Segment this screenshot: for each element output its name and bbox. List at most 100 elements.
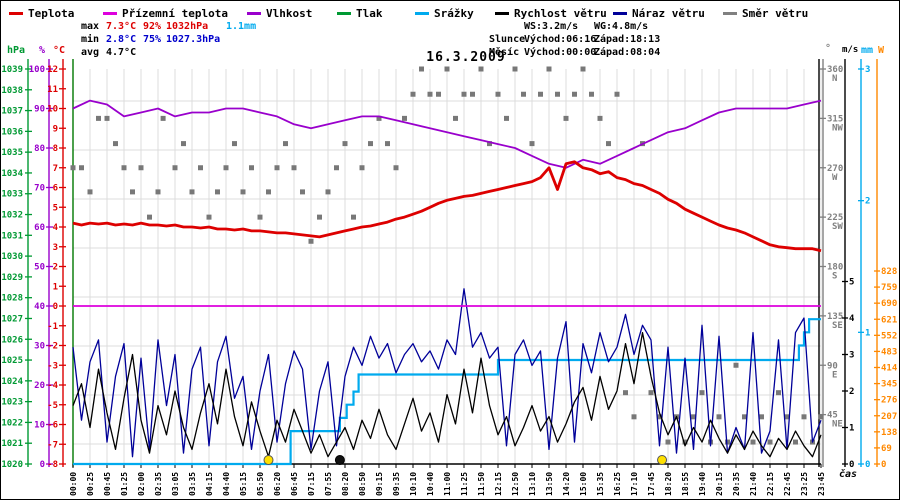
legend-label: Srážky (434, 7, 474, 20)
svg-text:40: 40 (34, 302, 45, 312)
svg-text:03:05: 03:05 (171, 472, 180, 496)
svg-text:SE: SE (832, 321, 843, 331)
svg-text:759: 759 (881, 283, 897, 293)
smer-swatch-icon (723, 12, 737, 15)
svg-text:-2: -2 (47, 342, 58, 352)
svg-text:08:20: 08:20 (341, 472, 350, 496)
svg-text:1: 1 (865, 328, 870, 338)
legend-label: Náraz větru (632, 7, 705, 20)
wind-speed-max: WS:3.2m/s (524, 21, 579, 32)
max-rain: 1.1mm (226, 21, 257, 32)
svg-text:18:55: 18:55 (681, 472, 690, 496)
svg-text:05:15: 05:15 (239, 472, 248, 496)
svg-text:4: 4 (53, 223, 59, 233)
svg-text:E: E (832, 370, 837, 380)
svg-text:08:50: 08:50 (358, 472, 367, 496)
svg-text:0: 0 (881, 460, 886, 470)
svg-text:15:35: 15:35 (596, 472, 605, 496)
svg-text:100: 100 (29, 65, 45, 75)
tlak-swatch-icon (337, 12, 351, 15)
svg-text:135: 135 (827, 312, 843, 322)
svg-text:276: 276 (881, 396, 897, 406)
svg-text:0: 0 (53, 302, 58, 312)
svg-text:1033: 1033 (1, 190, 23, 200)
svg-text:0: 0 (40, 460, 45, 470)
svg-text:-7: -7 (47, 440, 58, 450)
svg-text:207: 207 (881, 412, 897, 422)
svg-text:SW: SW (832, 222, 843, 232)
sunset-time: Západ:18:13 (594, 34, 661, 45)
moonrise-time: Východ:00:00 (524, 47, 597, 58)
svg-text:1024: 1024 (1, 377, 23, 387)
svg-text:345: 345 (881, 380, 897, 390)
svg-text:5: 5 (53, 203, 58, 213)
svg-text:09:35: 09:35 (392, 472, 401, 496)
legend-label: Rychlost větru (514, 7, 607, 20)
svg-text:270: 270 (827, 164, 843, 174)
svg-text:S: S (832, 272, 837, 282)
svg-text:04:15: 04:15 (205, 472, 214, 496)
max-temperature: 7.3°C (106, 21, 137, 32)
srazky-swatch-icon (415, 12, 429, 15)
svg-text:5: 5 (849, 278, 854, 288)
max-pressure: 1032hPa (166, 21, 209, 32)
svg-text:9: 9 (53, 124, 58, 134)
svg-text:6: 6 (53, 184, 58, 194)
svg-text:06:20: 06:20 (273, 472, 282, 496)
svg-text:13:50: 13:50 (545, 472, 554, 496)
svg-text:1035: 1035 (1, 148, 23, 158)
svg-text:50: 50 (34, 263, 45, 273)
time-axis-label: čas (839, 469, 858, 480)
svg-text:3: 3 (865, 65, 870, 75)
svg-text:15:00: 15:00 (579, 472, 588, 496)
svg-text:828: 828 (881, 267, 897, 277)
svg-text:NW: NW (832, 123, 843, 133)
svg-text:23:25: 23:25 (800, 472, 809, 496)
rychlost-swatch-icon (495, 12, 509, 15)
svg-text:-5: -5 (47, 401, 58, 411)
celsius-axis-header: °C (53, 45, 66, 56)
svg-text:00:00: 00:00 (69, 472, 78, 496)
svg-text:02:35: 02:35 (154, 472, 163, 496)
svg-text:11: 11 (47, 85, 58, 95)
svg-text:07:55: 07:55 (324, 472, 333, 496)
svg-text:-1: -1 (47, 322, 58, 332)
svg-text:3: 3 (849, 351, 854, 361)
svg-text:05:50: 05:50 (256, 472, 265, 496)
svg-text:4: 4 (849, 314, 855, 324)
naraz-swatch-icon (613, 12, 627, 15)
ms-axis-header: m/s (842, 45, 859, 55)
svg-text:14:20: 14:20 (562, 472, 571, 496)
svg-text:-6: -6 (47, 421, 58, 431)
svg-text:18:20: 18:20 (664, 472, 673, 496)
svg-text:-8: -8 (47, 460, 58, 470)
svg-text:552: 552 (881, 331, 897, 341)
svg-text:225: 225 (827, 213, 843, 223)
svg-text:1030: 1030 (1, 252, 23, 262)
svg-text:11:25: 11:25 (460, 472, 469, 496)
svg-text:690: 690 (881, 299, 897, 309)
svg-text:80: 80 (34, 144, 45, 154)
svg-text:20: 20 (34, 381, 45, 391)
svg-text:22:15: 22:15 (766, 472, 775, 496)
svg-text:2: 2 (53, 263, 58, 273)
svg-text:45: 45 (827, 411, 838, 421)
svg-text:90: 90 (34, 105, 45, 115)
legend-item-srazky: Srážky (415, 7, 474, 20)
svg-text:414: 414 (881, 364, 898, 374)
sun-label: Slunce (489, 34, 526, 45)
percent-axis-header: % (39, 45, 46, 56)
min-temperature: 2.8°C (106, 34, 137, 45)
svg-text:03:35: 03:35 (188, 472, 197, 496)
svg-text:315: 315 (827, 114, 843, 124)
svg-text:17:45: 17:45 (647, 472, 656, 496)
svg-text:621: 621 (881, 315, 897, 325)
svg-text:17:10: 17:10 (630, 472, 639, 496)
svg-text:360: 360 (827, 65, 843, 75)
svg-text:13:10: 13:10 (528, 472, 537, 496)
svg-text:1036: 1036 (1, 127, 23, 137)
legend-label: Tlak (356, 7, 383, 20)
legend-item-vlhkost: Vlhkost (247, 7, 312, 20)
svg-text:10:10: 10:10 (409, 472, 418, 496)
svg-text:16:25: 16:25 (613, 472, 622, 496)
